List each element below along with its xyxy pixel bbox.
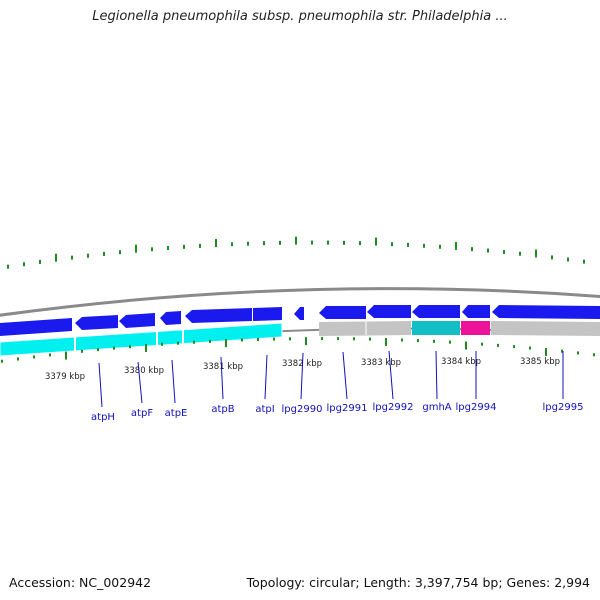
gene-arrow-1 — [0, 318, 72, 336]
gene-label-atpI[interactable]: atpI — [255, 404, 274, 415]
gene-label-lpg2994[interactable]: lpg2994 — [456, 402, 497, 413]
scale-label-3384: 3384 kbp — [441, 357, 481, 367]
reverse-gene-teal — [412, 321, 460, 335]
scale-label-3381: 3381 kbp — [203, 362, 243, 372]
gene-label-atpH[interactable]: atpH — [91, 412, 115, 423]
forward-strand-track — [0, 305, 600, 336]
gene-label-lpg2992[interactable]: lpg2992 — [373, 402, 414, 413]
gene-label-atpE[interactable]: atpE — [165, 408, 188, 419]
gene-arrow-lpg2994 — [462, 305, 490, 318]
scale-label-3383: 3383 kbp — [361, 358, 401, 368]
gene-arrow-atpE — [119, 313, 155, 328]
gene-arrow-lpg2991 — [319, 306, 366, 319]
accession-label: Accession: NC_002942 — [9, 575, 152, 590]
reverse-gene-grey-1 — [319, 321, 411, 336]
gene-label-lpg2995[interactable]: lpg2995 — [543, 402, 584, 413]
scale-label-3379: 3379 kbp — [45, 372, 85, 382]
reverse-gene-grey-2 — [491, 321, 600, 336]
scale-labels: 3379 kbp 3380 kbp 3381 kbp 3382 kbp 3383… — [45, 357, 560, 382]
gene-arrow-atpF — [75, 315, 118, 330]
reverse-gene-cyan — [0, 322, 283, 357]
gene-label-lpg2991[interactable]: lpg2991 — [327, 403, 368, 414]
backbone-outer — [0, 287, 600, 317]
gene-arrow-atpB-a — [160, 311, 181, 325]
gene-arrow-lpg2990 — [294, 307, 304, 320]
gene-label-atpB[interactable]: atpB — [211, 404, 234, 415]
gene-label-lpg2990[interactable]: lpg2990 — [282, 404, 323, 415]
gene-leader-lines — [98, 350, 564, 408]
reverse-strand-track — [0, 321, 600, 357]
scale-label-3380: 3380 kbp — [124, 366, 164, 376]
gene-arrow-lpg2995 — [492, 305, 600, 319]
scale-tick-marks — [1, 337, 595, 363]
scale-label-3385: 3385 kbp — [520, 357, 560, 367]
gene-labels: atpH atpF atpE atpB atpI lpg2990 lpg2991… — [91, 402, 583, 423]
upper-tick-marks — [7, 236, 585, 269]
scale-label-3382: 3382 kbp — [282, 359, 322, 369]
topology-label: Topology: circular; Length: 3,397,754 bp… — [246, 575, 590, 590]
gene-arrow-gmhA — [412, 305, 460, 318]
reverse-gene-magenta — [461, 321, 490, 335]
gene-label-gmhA[interactable]: gmhA — [422, 402, 451, 413]
gene-arrow-atpB-b — [185, 308, 252, 323]
gene-label-atpF[interactable]: atpF — [131, 408, 153, 419]
gene-arrow-lpg2992 — [367, 305, 411, 318]
map-title: Legionella pneumophila subsp. pneumophil… — [92, 9, 508, 24]
gene-arrow-atpI — [253, 307, 282, 321]
